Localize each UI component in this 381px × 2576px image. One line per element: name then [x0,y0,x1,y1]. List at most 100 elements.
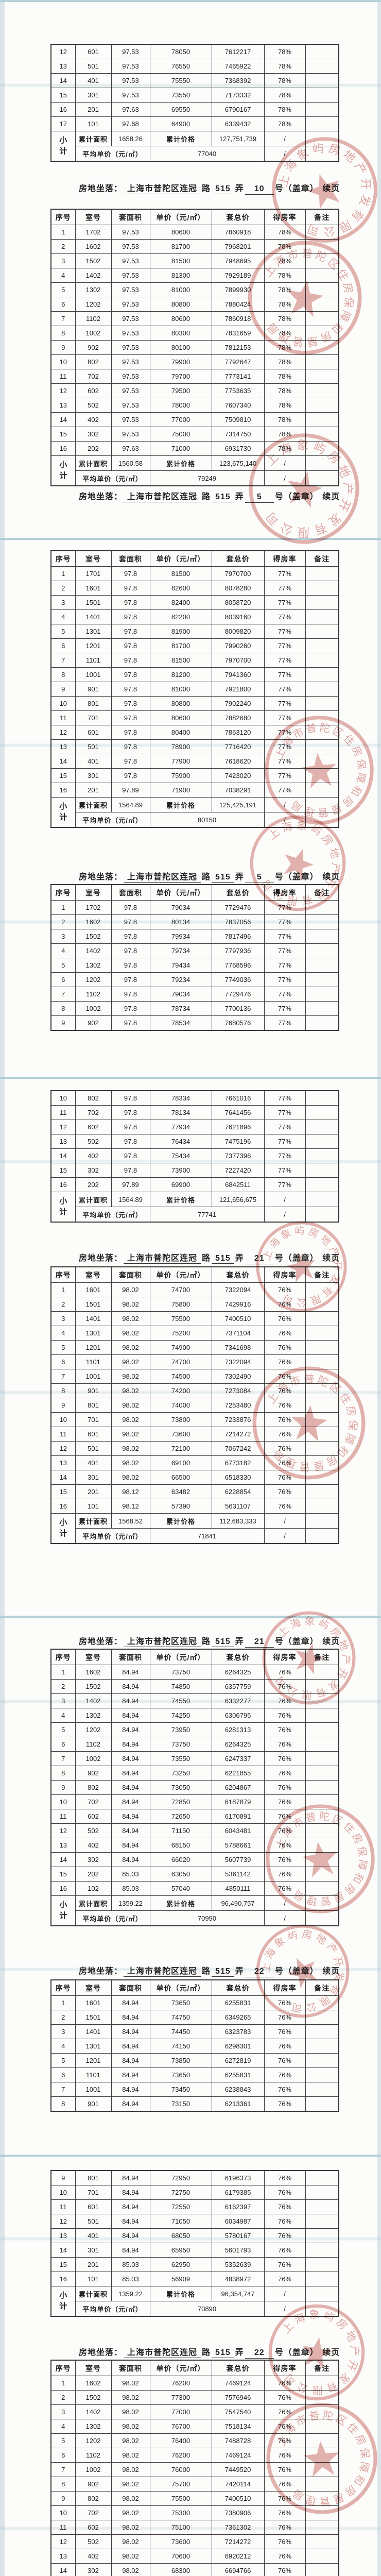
note-cell [305,398,339,413]
area-cell: 98.02 [111,1412,150,1427]
note-cell [305,1895,339,1911]
note-cell [305,1499,339,1514]
unit-price-cell: 78050 [149,44,212,59]
note-cell [305,268,339,283]
average-price-row: 平均单价（元/㎡） 80150/ [51,812,339,828]
seq-cell: 4 [50,943,76,958]
table-row: 3 1402 98.02 77000 7547540 76% [50,2404,339,2419]
column-header: 套总价 [211,209,265,225]
room-cell: 1101 [75,1354,112,1369]
area-cell: 97.89 [111,783,150,798]
column-header: 备注 [305,550,339,567]
total-price-cell: 7341698 [211,1340,265,1355]
total-price-cell: 7607340 [211,398,265,413]
note-cell [305,2520,339,2535]
rate-cell: 76% [264,2462,306,2477]
total-price-cell: 6170891 [211,1809,265,1824]
area-cell: 97.63 [111,441,150,456]
area-cell: 97.53 [111,282,150,297]
subtotal-label-text: 小计 [59,1197,67,1216]
note-cell [305,566,339,581]
table-row: 9 902 97.53 80100 7812153 78% [50,340,339,355]
table-row: 1 1701 97.8 81500 7970700 77% [50,566,339,581]
note-cell [305,102,339,117]
room-cell: 702 [75,1794,112,1809]
average-price-value: 71841 [149,1528,265,1544]
room-cell: 1401 [75,2024,112,2039]
room-cell: 1601 [75,581,112,596]
area-cell: 97.53 [111,398,150,413]
rate-cell: 78% [264,239,306,254]
room-cell: 1502 [75,929,112,944]
subtotal-row: 小计 累计面积 1359.22 累计价格 96,490,757/ [50,1895,339,1926]
cumulative-area-label: 累计面积 [75,1192,112,1207]
average-price-label: 平均单价（元/㎡） [75,2301,150,2317]
seq-cell: 4 [50,609,76,624]
unit-price-cell: 73150 [149,2096,212,2112]
note-cell [305,1737,339,1752]
title-text: 515 [212,1637,234,1647]
total-price-cell: 7214272 [211,1427,265,1442]
rate-cell: 78% [264,383,306,398]
area-cell: 97.8 [111,696,150,711]
unit-price-cell: 57040 [149,1881,212,1896]
room-cell: 902 [75,340,112,355]
note-cell [305,2448,339,2463]
unit-price-cell: 78334 [149,1090,212,1106]
seq-cell: 12 [50,44,76,59]
rate-cell: 76% [264,2214,306,2229]
table-row: 4 1301 84.94 74150 6298301 76% [50,2039,339,2054]
table-row: 1 1602 98.02 76200 7469124 76% [50,2376,339,2391]
area-cell: 98.02 [111,1369,150,1384]
note-cell [305,2243,339,2258]
room-cell: 1502 [75,1679,112,1694]
note-cell [305,2376,339,2391]
rate-cell: 78% [264,398,306,413]
rate-cell: 78% [264,354,306,369]
unit-price-cell: 73450 [149,2082,212,2097]
total-price-cell: 7990260 [211,638,265,653]
area-cell: 98.02 [111,2491,150,2506]
area-cell: 97.53 [111,59,150,74]
unit-price-cell: 73550 [149,88,212,103]
unit-price-cell: 70600 [149,2549,212,2564]
subtotal-label: 小计 [50,131,76,162]
total-price-cell: 6238843 [211,2082,265,2097]
table-row: 2 1501 98.02 75800 7429916 76% [50,1297,339,1312]
note-cell [305,297,339,312]
rate-cell: 76% [264,1441,306,1456]
note-cell [305,2257,339,2272]
column-header: 序号 [50,884,76,901]
table-row: 1 1601 84.94 73650 6255831 76% [50,1995,339,2010]
area-cell: 84.94 [111,1838,150,1853]
area-cell: 97.8 [111,1134,150,1149]
table-row: 2 1602 97.53 81700 7968201 78% [50,239,339,254]
area-cell: 97.8 [111,667,150,682]
room-cell: 1201 [75,638,112,653]
table-row: 6 1202 97.8 79234 7749036 77% [50,972,339,987]
area-cell: 84.94 [111,2053,150,2068]
note-cell [305,900,339,915]
slash-mark: / [264,1513,306,1529]
unit-price-cell: 62950 [149,2257,212,2272]
column-header: 单价（元/㎡） [149,884,212,901]
total-price-cell: 6162397 [211,2199,265,2214]
unit-price-cell: 80100 [149,340,212,355]
table-row: 5 1201 84.94 73850 6272819 76% [50,2053,339,2068]
table-row: 15 301 97.8 75900 7423020 77% [50,768,339,783]
note-cell [305,739,339,754]
area-cell: 84.94 [111,2214,150,2229]
note-cell [305,2563,339,2576]
unit-price-cell: 75300 [149,2505,212,2520]
note-cell [305,1369,339,1384]
title-text: 房地坐落： [79,2348,123,2357]
area-cell: 98.02 [111,2534,150,2549]
table-row: 2 1502 98.02 77300 7576946 76% [50,2390,339,2405]
rate-cell: 77% [264,1120,306,1134]
title-text: 上海市普陀区连冠 [124,2348,201,2358]
area-cell: 97.53 [111,340,150,355]
area-cell: 98.02 [111,2563,150,2576]
title-text: 房地坐落： [79,493,123,501]
title-text: 路 [202,1637,211,1646]
